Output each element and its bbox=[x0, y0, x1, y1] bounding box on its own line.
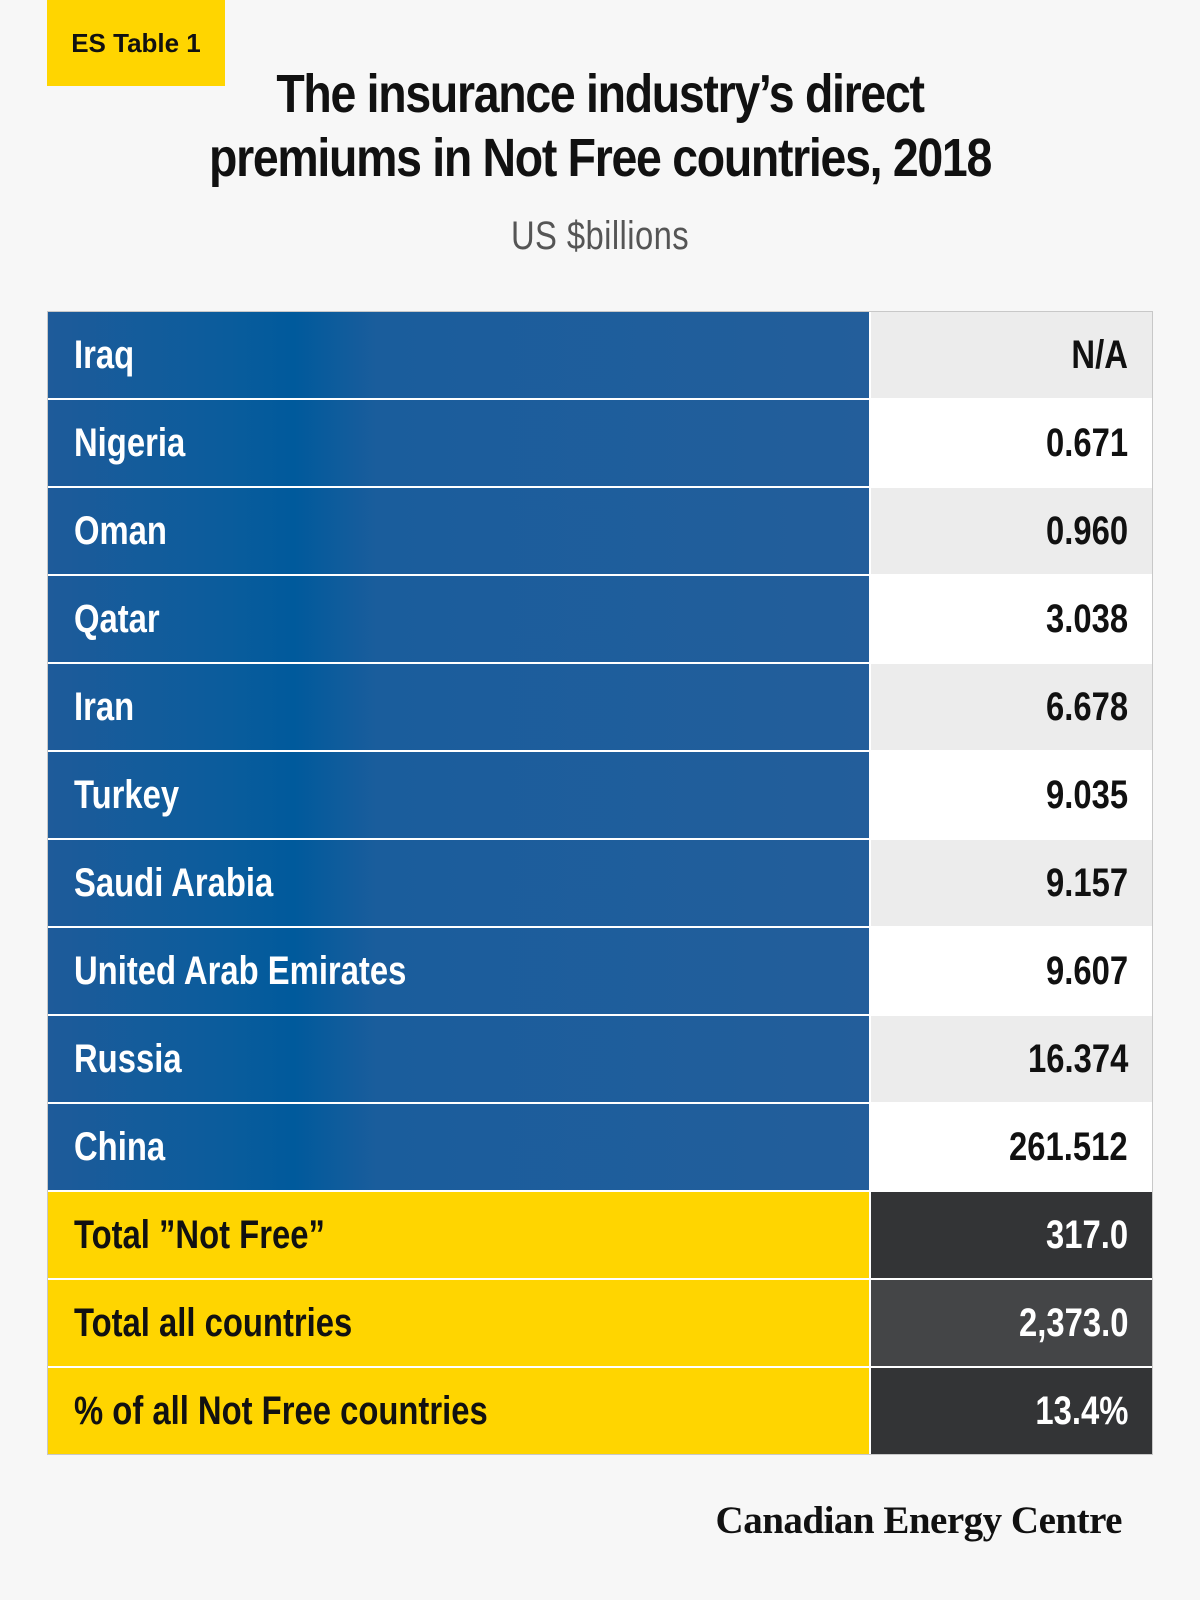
value-label: 16.374 bbox=[1027, 1036, 1128, 1081]
value-label: N/A bbox=[1071, 332, 1128, 377]
value-cell: 9.035 bbox=[871, 752, 1152, 838]
total-value: 2,373.0 bbox=[1018, 1300, 1128, 1345]
country-label: Qatar bbox=[74, 596, 160, 641]
total-row-all: Total all countries 2,373.0 bbox=[48, 1280, 1152, 1368]
total-label-cell: % of all Not Free countries bbox=[48, 1368, 871, 1454]
value-cell: 261.512 bbox=[871, 1104, 1152, 1190]
total-value-cell: 13.4% bbox=[871, 1368, 1152, 1454]
value-cell: 3.038 bbox=[871, 576, 1152, 662]
country-label: China bbox=[74, 1124, 166, 1169]
country-label: United Arab Emirates bbox=[74, 948, 407, 993]
country-cell: Oman bbox=[48, 488, 871, 574]
total-label: % of all Not Free countries bbox=[74, 1388, 488, 1433]
value-cell: 9.607 bbox=[871, 928, 1152, 1014]
page-title: The insurance industry’s direct premiums… bbox=[170, 62, 1030, 190]
value-cell: 0.960 bbox=[871, 488, 1152, 574]
total-label: Total all countries bbox=[74, 1300, 353, 1345]
title-line-2: premiums in Not Free countries, 2018 bbox=[208, 128, 992, 188]
country-cell: United Arab Emirates bbox=[48, 928, 871, 1014]
country-label: Turkey bbox=[74, 772, 180, 817]
table-row: Oman 0.960 bbox=[48, 488, 1152, 576]
country-cell: Qatar bbox=[48, 576, 871, 662]
table-row: Iraq N/A bbox=[48, 312, 1152, 400]
country-cell: Iran bbox=[48, 664, 871, 750]
units-subtitle: US $billions bbox=[510, 214, 690, 258]
value-cell: 0.671 bbox=[871, 400, 1152, 486]
total-value: 317.0 bbox=[1045, 1212, 1128, 1257]
value-label: 0.960 bbox=[1045, 508, 1128, 553]
table-row: Turkey 9.035 bbox=[48, 752, 1152, 840]
total-label-cell: Total all countries bbox=[48, 1280, 871, 1366]
table-row: Nigeria 0.671 bbox=[48, 400, 1152, 488]
total-value-cell: 2,373.0 bbox=[871, 1280, 1152, 1366]
table-row: China 261.512 bbox=[48, 1104, 1152, 1192]
country-label: Iraq bbox=[74, 332, 135, 377]
premiums-table: Iraq N/A Nigeria 0.671 Oman 0.960 Qatar … bbox=[47, 311, 1153, 1455]
country-label: Russia bbox=[74, 1036, 182, 1081]
country-cell: Iraq bbox=[48, 312, 871, 398]
value-label: 6.678 bbox=[1045, 684, 1128, 729]
value-label: 3.038 bbox=[1045, 596, 1128, 641]
value-cell: 6.678 bbox=[871, 664, 1152, 750]
title-line-1: The insurance industry’s direct bbox=[276, 64, 925, 124]
table-tag: ES Table 1 bbox=[47, 0, 225, 86]
value-label: 261.512 bbox=[1009, 1124, 1128, 1169]
country-cell: Nigeria bbox=[48, 400, 871, 486]
value-label: 0.671 bbox=[1045, 420, 1128, 465]
value-label: 9.607 bbox=[1045, 948, 1128, 993]
total-value-cell: 317.0 bbox=[871, 1192, 1152, 1278]
total-label-cell: Total ”Not Free” bbox=[48, 1192, 871, 1278]
brand-logo-text: Canadian Energy Centre bbox=[715, 1499, 1123, 1542]
table-row: Saudi Arabia 9.157 bbox=[48, 840, 1152, 928]
table-row: Qatar 3.038 bbox=[48, 576, 1152, 664]
country-cell: China bbox=[48, 1104, 871, 1190]
table-row: Russia 16.374 bbox=[48, 1016, 1152, 1104]
total-value: 13.4% bbox=[1034, 1388, 1128, 1433]
total-row-percent: % of all Not Free countries 13.4% bbox=[48, 1368, 1152, 1454]
country-cell: Russia bbox=[48, 1016, 871, 1102]
value-label: 9.035 bbox=[1045, 772, 1128, 817]
country-label: Iran bbox=[74, 684, 135, 729]
value-cell: N/A bbox=[871, 312, 1152, 398]
table-row: Iran 6.678 bbox=[48, 664, 1152, 752]
value-label: 9.157 bbox=[1045, 860, 1128, 905]
country-label: Oman bbox=[74, 508, 167, 553]
value-cell: 16.374 bbox=[871, 1016, 1152, 1102]
country-cell: Turkey bbox=[48, 752, 871, 838]
country-label: Saudi Arabia bbox=[74, 860, 274, 905]
country-cell: Saudi Arabia bbox=[48, 840, 871, 926]
table-row: United Arab Emirates 9.607 bbox=[48, 928, 1152, 1016]
value-cell: 9.157 bbox=[871, 840, 1152, 926]
table-tag-label: ES Table 1 bbox=[71, 27, 201, 58]
country-label: Nigeria bbox=[74, 420, 186, 465]
total-row-not-free: Total ”Not Free” 317.0 bbox=[48, 1192, 1152, 1280]
total-label: Total ”Not Free” bbox=[74, 1212, 325, 1257]
